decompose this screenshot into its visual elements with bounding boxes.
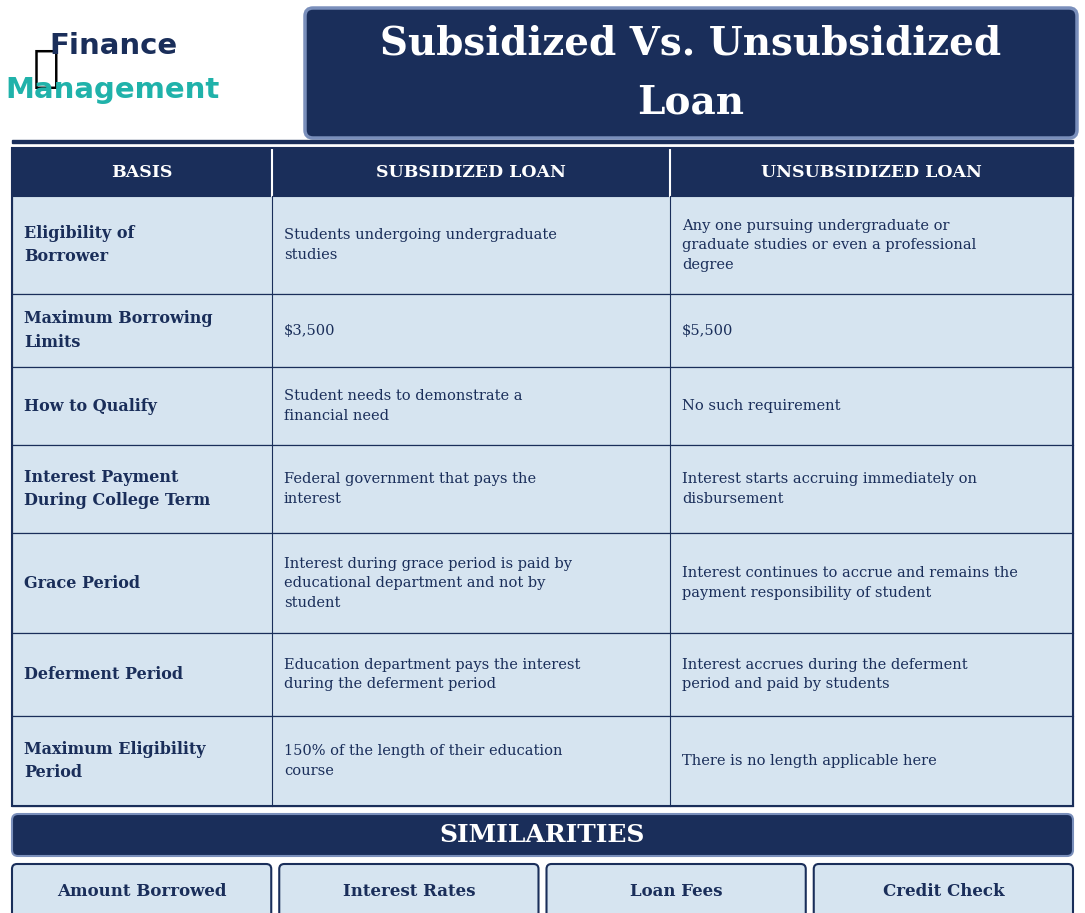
Bar: [12, 294, 1073, 367]
Text: Interest during grace period is paid by
educational department and not by
studen: Interest during grace period is paid by …: [284, 557, 572, 610]
Text: Interest continues to accrue and remains the
payment responsibility of student: Interest continues to accrue and remains…: [681, 566, 1018, 600]
Bar: [12, 445, 1073, 533]
FancyBboxPatch shape: [279, 864, 538, 913]
Bar: [12, 148, 1073, 806]
FancyBboxPatch shape: [12, 864, 271, 913]
FancyBboxPatch shape: [12, 814, 1073, 856]
Text: Deferment Period: Deferment Period: [24, 666, 183, 683]
Text: Credit Check: Credit Check: [882, 883, 1005, 900]
Text: UNSUBSIDIZED LOAN: UNSUBSIDIZED LOAN: [761, 163, 982, 181]
Text: There is no length applicable here: There is no length applicable here: [681, 754, 936, 768]
Text: SIMILARITIES: SIMILARITIES: [439, 823, 646, 847]
FancyBboxPatch shape: [547, 864, 806, 913]
Text: 🎓: 🎓: [33, 47, 60, 89]
Bar: [12, 140, 1073, 143]
Text: Education department pays the interest
during the deferment period: Education department pays the interest d…: [284, 657, 580, 691]
Bar: [12, 196, 1073, 294]
FancyBboxPatch shape: [814, 864, 1073, 913]
Text: Students undergoing undergraduate
studies: Students undergoing undergraduate studie…: [284, 228, 557, 262]
Bar: [12, 533, 1073, 633]
Bar: [12, 633, 1073, 716]
Text: Interest Payment
During College Term: Interest Payment During College Term: [24, 468, 210, 509]
Text: Finance: Finance: [49, 32, 177, 60]
Text: Student needs to demonstrate a
financial need: Student needs to demonstrate a financial…: [284, 389, 523, 423]
Text: Eligibility of
Borrower: Eligibility of Borrower: [24, 225, 135, 266]
Text: SUBSIDIZED LOAN: SUBSIDIZED LOAN: [375, 163, 565, 181]
Text: Management: Management: [5, 76, 220, 104]
FancyBboxPatch shape: [305, 8, 1077, 138]
Text: Grace Period: Grace Period: [24, 574, 140, 592]
Text: Maximum Eligibility
Period: Maximum Eligibility Period: [24, 740, 205, 782]
Text: $5,500: $5,500: [681, 323, 733, 338]
Text: $3,500: $3,500: [284, 323, 335, 338]
Text: Subsidized Vs. Unsubsidized
Loan: Subsidized Vs. Unsubsidized Loan: [381, 25, 1001, 121]
Text: BASIS: BASIS: [112, 163, 173, 181]
Text: How to Qualify: How to Qualify: [24, 397, 157, 415]
Bar: [12, 716, 1073, 806]
Text: Interest accrues during the deferment
period and paid by students: Interest accrues during the deferment pe…: [681, 657, 968, 691]
Text: Interest Rates: Interest Rates: [343, 883, 475, 900]
Bar: [12, 367, 1073, 445]
Text: Amount Borrowed: Amount Borrowed: [56, 883, 227, 900]
Text: Interest starts accruing immediately on
disbursement: Interest starts accruing immediately on …: [681, 472, 976, 506]
Text: Loan Fees: Loan Fees: [630, 883, 723, 900]
Text: 150% of the length of their education
course: 150% of the length of their education co…: [284, 744, 562, 778]
Text: No such requirement: No such requirement: [681, 399, 840, 413]
Text: Any one pursuing undergraduate or
graduate studies or even a professional
degree: Any one pursuing undergraduate or gradua…: [681, 218, 976, 271]
Text: Maximum Borrowing
Limits: Maximum Borrowing Limits: [24, 310, 213, 351]
Text: Federal government that pays the
interest: Federal government that pays the interes…: [284, 472, 536, 506]
Bar: [12, 148, 1073, 196]
Bar: [8, 8, 299, 138]
